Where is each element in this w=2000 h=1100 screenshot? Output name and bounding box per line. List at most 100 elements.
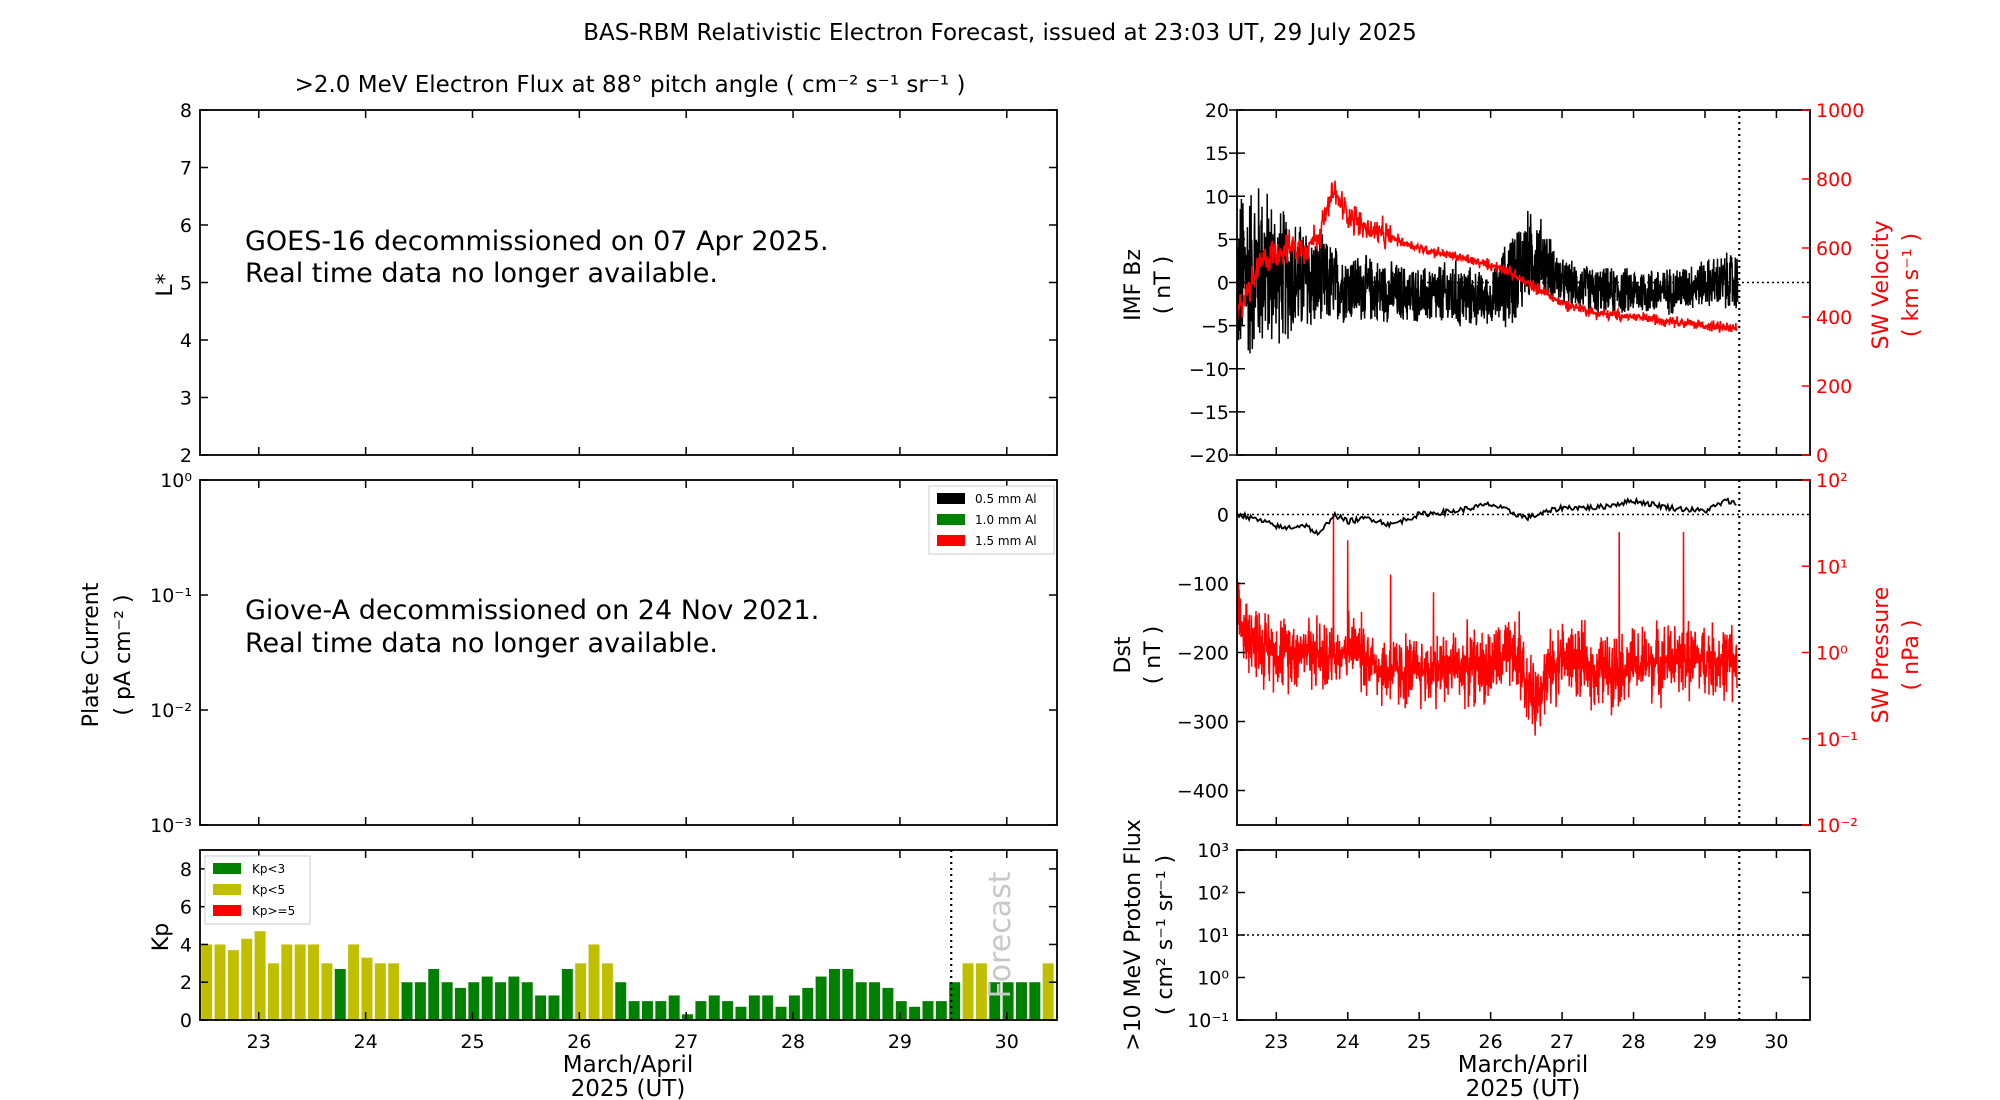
proton-x-tick-label: 25 [1407,1031,1431,1053]
kp-bar [708,995,720,1020]
kp-bar [535,995,547,1020]
kp-x-tick-label: 24 [354,1031,378,1053]
dst-y-ticks-left: 0 −100 −200 −300 −400 [1177,505,1245,803]
kp-bar [815,976,827,1020]
proton-x-ticks: 23 24 25 26 27 28 29 30 [1264,850,1789,1053]
dst-y-left-tick-label: −300 [1177,712,1229,734]
legend-swatch-1.5mm [937,535,965,546]
dst-y-left-tick-label: −200 [1177,643,1229,665]
legend-swatch-1.0mm [937,514,965,525]
kp-bar [989,982,1001,1020]
kp-bar [748,995,760,1020]
kp-bar [601,963,613,1020]
kp-bar [655,1001,667,1020]
kp-bar [935,1001,947,1020]
proton-y-ticks: 10³ 10² 10¹ 10⁰ 10⁻¹ [1187,840,1810,1032]
kp-bar [588,944,600,1020]
proton-x-tick-label: 23 [1264,1031,1288,1053]
imf-y-left-tick-label: 15 [1205,143,1229,165]
kp-y-tick-label: 6 [180,897,192,919]
flux-y-tick-label: 5 [180,273,192,295]
kp-x-tick-label: 28 [781,1031,805,1053]
kp-bar [227,950,239,1020]
dst-x-ticks [1275,480,1778,825]
proton-x-tick-label: 26 [1479,1031,1503,1053]
dst-right-axis-label-line-1: SW Pressure [1869,587,1894,724]
kp-bar [561,969,573,1020]
proton-x-axis-label-line-1: March/April [1458,1052,1588,1078]
kp-bar [241,938,253,1020]
kp-bar [895,1001,907,1020]
kp-bar [762,995,774,1020]
kp-x-axis-label-line-1: March/April [563,1052,693,1078]
kp-x-ticks: 23 24 25 26 27 28 29 30 [247,850,1019,1053]
plate-y-tick-label: 10⁻² [150,700,192,722]
legend-label-0.5mm: 0.5 mm Al [975,492,1037,506]
kp-bar [441,982,453,1020]
proton-y-tick-label: 10⁻¹ [1187,1010,1229,1032]
kp-bar [869,982,881,1020]
proton-x-axis-label-line-2: 2025 (UT) [1466,1076,1581,1100]
kp-bar [481,976,493,1020]
flux-message-line-1: GOES-16 decommissioned on 07 Apr 2025. [245,226,829,257]
imf-left-axis-label-line-2: ( nT ) [1151,256,1176,315]
kp-bar [615,982,627,1020]
kp-legend-label-high: Kp>=5 [252,904,295,918]
kp-y-tick-label: 0 [180,1010,192,1032]
dst-y-right-tick-label: 10⁰ [1816,643,1848,665]
kp-bar [468,982,480,1020]
dst-lines [1236,480,1810,825]
dst-right-axis-label-line-2: ( nPa ) [1899,620,1924,691]
kp-legend-label-mid: Kp<5 [252,883,285,897]
kp-y-ticks: 0 2 4 6 8 [180,859,1057,1032]
proton-y-tick-label: 10⁰ [1197,968,1229,990]
dst-y-right-tick-label: 10⁻¹ [1816,729,1858,751]
kp-bar [334,969,346,1020]
plate-y-axis-label-line-1: Plate Current [79,582,104,727]
kp-bar [428,969,440,1020]
proton-x-tick-label: 28 [1621,1031,1645,1053]
proton-y-axis-label-line-1: >10 MeV Proton Flux [1121,819,1146,1051]
flux-y-tick-label: 4 [180,330,192,352]
imf-y-left-tick-label: 10 [1205,186,1229,208]
kp-bar [348,944,360,1020]
flux-y-tick-label: 3 [180,388,192,410]
imf-y-left-tick-label: −5 [1201,316,1229,338]
kp-y-axis-label: Kp [149,923,174,951]
kp-bar [668,995,680,1020]
kp-bar [521,982,533,1020]
flux-y-tick-label: 6 [180,215,192,237]
proton-x-tick-label: 29 [1693,1031,1717,1053]
legend-label-1.5mm: 1.5 mm Al [975,534,1037,548]
imf-bz-line [1236,188,1739,354]
flux-panel-title: >2.0 MeV Electron Flux at 88° pitch angl… [295,72,966,98]
plate-y-tick-label: 10⁻³ [150,815,192,837]
kp-bar [722,1001,734,1020]
kp-bar [695,1001,707,1020]
imf-y-left-tick-label: −20 [1189,445,1229,467]
legend-label-1.0mm: 1.0 mm Al [975,513,1037,527]
imf-y-left-tick-label: −15 [1189,402,1229,424]
kp-bar [949,982,961,1020]
kp-bar [682,1014,694,1020]
kp-bar [735,1006,747,1020]
plate-x-ticks [258,480,1008,825]
kp-bar [508,976,520,1020]
proton-y-tick-label: 10³ [1197,840,1229,862]
kp-bar [308,944,320,1020]
plate-current-panel: 10⁰ 10⁻¹ 10⁻² 10⁻³ Plate Current ( pA cm⁻² … [79,470,1058,837]
flux-y-tick-label: 8 [180,100,192,122]
flux-panel: >2.0 MeV Electron Flux at 88° pitch angl… [153,72,1058,467]
plate-y-tick-label: 10⁰ [160,470,192,492]
imf-y-left-tick-label: 0 [1217,273,1229,295]
kp-bar [575,963,587,1020]
plate-plot-frame [199,479,1058,826]
kp-bar [267,963,279,1020]
imf-left-axis-label-line-1: IMF Bz [1121,249,1146,321]
kp-bar [882,987,894,1020]
kp-bar [855,982,867,1020]
kp-bar [401,982,413,1020]
kp-bar [1015,982,1027,1020]
